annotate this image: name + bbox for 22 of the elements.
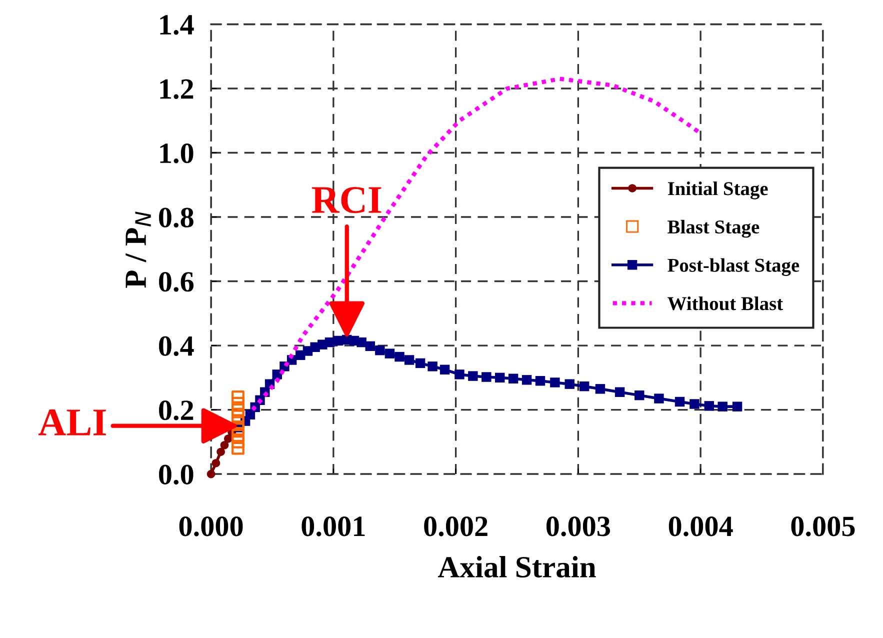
legend-label: Blast Stage xyxy=(668,220,760,238)
legend-label: Post-blast Stage xyxy=(668,258,800,276)
legend-label: Without Blast xyxy=(668,296,784,310)
x-tick-label: 0.004 xyxy=(668,516,733,536)
y-tick-label: 0.4 xyxy=(159,336,194,356)
x-tick-label: 0.000 xyxy=(179,516,243,536)
x-tick-label: 0.005 xyxy=(791,516,855,536)
y-tick-label: 0.2 xyxy=(159,400,194,420)
x-axis-title: Axial Strain xyxy=(438,556,596,578)
x-tick-label: 0.002 xyxy=(424,516,488,536)
y-tick-label: 1.4 xyxy=(160,15,194,35)
x-tick-label: 0.003 xyxy=(546,516,610,536)
y-tick-label: 1.0 xyxy=(160,143,194,164)
legend-label: Initial Stage xyxy=(668,182,768,200)
y-tick-label: 0.0 xyxy=(159,464,194,485)
y-axis-title: P / P$_{N}$ xyxy=(126,212,151,288)
y-tick-label: 1.2 xyxy=(160,79,194,100)
annotation: RCI xyxy=(312,187,382,214)
x-tick-label: 0.001 xyxy=(302,516,365,536)
y-tick-label: 0.6 xyxy=(159,272,194,292)
annotation: ALI xyxy=(38,410,106,436)
y-tick-label: 0.8 xyxy=(159,208,194,228)
